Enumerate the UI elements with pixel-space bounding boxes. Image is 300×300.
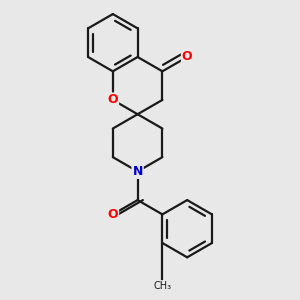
Text: O: O xyxy=(107,208,118,221)
Text: O: O xyxy=(107,93,118,106)
Text: O: O xyxy=(182,50,193,64)
Text: N: N xyxy=(132,165,143,178)
Text: CH₃: CH₃ xyxy=(153,281,172,291)
